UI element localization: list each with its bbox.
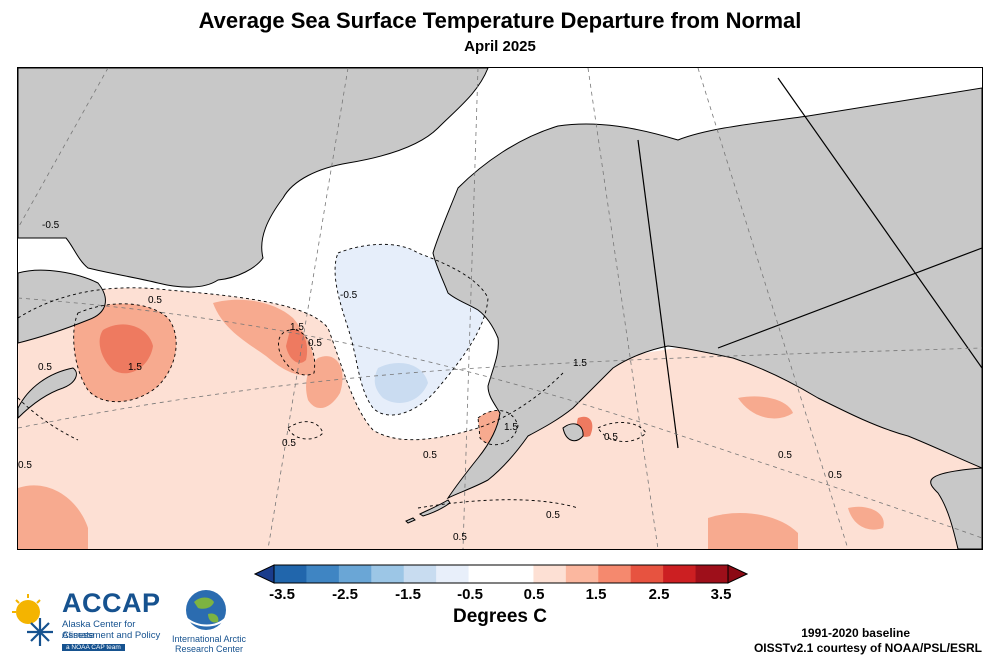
iarc-logo: International Arctic Research Center <box>170 588 250 656</box>
colorbar-tick-label: 1.5 <box>585 586 607 603</box>
sst-anomaly-map: -0.5 -0.5 0.5 1.5 0.5 0.5 1.5 1.5 0.5 0.… <box>17 67 983 550</box>
contour-label: 0.5 <box>453 532 467 543</box>
contour-label: 1.5 <box>290 322 304 333</box>
contour-label: 0.5 <box>148 295 162 306</box>
colorbar-tick-label: -2.5 <box>332 586 358 603</box>
contour-label: 0.5 <box>828 470 842 481</box>
contour-label: 0.5 <box>546 510 560 521</box>
contour-lines <box>18 243 647 509</box>
colorbar-cell <box>663 565 697 583</box>
map-title: Average Sea Surface Temperature Departur… <box>198 8 802 33</box>
baseline-credit: 1991-2020 baseline <box>801 626 910 640</box>
colorbar-tick-label: -3.5 <box>269 586 295 603</box>
colorbar-cell <box>565 565 599 583</box>
colorbar-tick-label: 2.5 <box>648 586 670 603</box>
colorbar-cell <box>533 565 567 583</box>
colorbar <box>254 564 748 584</box>
colorbar-cell <box>338 565 372 583</box>
colorbar-cell <box>403 565 437 583</box>
accap-logo: ACCAP Alaska Center for Climate Assessme… <box>10 588 170 656</box>
political-boundaries <box>637 77 982 449</box>
colorbar-tick-label: -0.5 <box>457 586 483 603</box>
contour-label: 0.5 <box>778 450 792 461</box>
contour-label: 0.5 <box>604 432 618 443</box>
colorbar-tick-label: 0.5 <box>523 586 545 603</box>
graticule <box>18 68 982 549</box>
contour-label: 0.5 <box>38 362 52 373</box>
colorbar-cell <box>501 565 534 583</box>
iarc-name-line1: International Arctic <box>171 634 247 644</box>
contour-label: 1.5 <box>128 362 142 373</box>
colorbar-cell <box>695 565 729 583</box>
colorbar-min-arrow <box>254 564 275 584</box>
colorbar-max-arrow <box>727 564 748 584</box>
land-masses <box>18 68 982 549</box>
colorbar-cell <box>598 565 632 583</box>
colorbar-units: Degrees C <box>453 606 547 627</box>
contour-label: 0.5 <box>308 338 322 349</box>
contour-label: 1.5 <box>573 358 587 369</box>
contour-label: -0.5 <box>340 290 358 301</box>
contour-label: 1.5 <box>504 422 518 433</box>
colorbar-cells <box>274 565 729 583</box>
accap-subtitle-line1: Alaska Center for Climate <box>62 619 136 641</box>
contour-label: 0.5 <box>282 438 296 449</box>
anomaly-fill-cool-strong <box>374 363 428 403</box>
colorbar-frame <box>273 564 729 584</box>
contour-label: 0.5 <box>423 450 437 461</box>
colorbar-tick-label: -1.5 <box>395 586 421 603</box>
contour-label: -0.5 <box>42 220 60 231</box>
colorbar-cell <box>436 565 470 583</box>
accap-subtitle-line2: Assessment and Policy <box>62 630 161 641</box>
colorbar-cell <box>371 565 405 583</box>
accap-tagline: a NOAA CAP team <box>62 644 125 651</box>
colorbar-tick-label: 3.5 <box>710 586 732 603</box>
sun-snowflake-icon <box>12 594 53 646</box>
colorbar-cell <box>630 565 664 583</box>
iarc-name: International Arctic Research Center <box>170 634 248 654</box>
globe-icon <box>185 590 227 630</box>
data-source-credit: OISSTv2.1 courtesy of NOAA/PSL/ESRL <box>753 641 982 655</box>
accap-title: ACCAP <box>62 588 161 618</box>
iarc-name-line2: Research Center <box>174 644 244 654</box>
colorbar-cell <box>306 565 340 583</box>
contour-labels: -0.5 -0.5 0.5 1.5 0.5 0.5 1.5 1.5 0.5 0.… <box>18 220 842 543</box>
map-subtitle: April 2025 <box>464 38 536 55</box>
colorbar-cell <box>468 565 502 583</box>
contour-label: 0.5 <box>18 460 32 471</box>
colorbar-cell <box>274 565 307 583</box>
